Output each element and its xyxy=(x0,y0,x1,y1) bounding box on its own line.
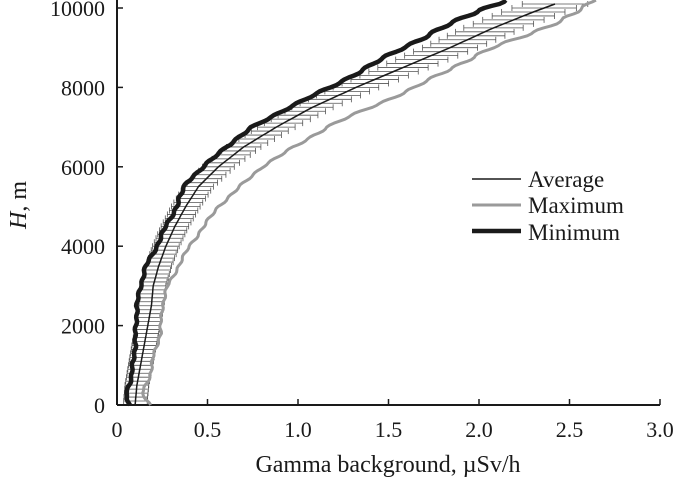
series-line-minimum xyxy=(124,0,508,407)
y-tick-label: 4000 xyxy=(61,234,105,259)
y-axis-title-variable: H xyxy=(6,210,32,230)
x-tick-label: 2.5 xyxy=(556,417,584,442)
x-axis-title: Gamma background, µSv/h xyxy=(255,452,520,478)
series-line-maximum xyxy=(141,0,597,406)
x-axis-ticks: 0 0.5 1.0 1.5 2.0 2.5 3.0 xyxy=(112,399,674,442)
legend-label-minimum: Minimum xyxy=(528,220,620,245)
y-tick-label: 0 xyxy=(94,393,105,418)
x-tick-label: 1.0 xyxy=(284,417,312,442)
x-tick-label: 0.5 xyxy=(194,417,222,442)
y-tick-label: 8000 xyxy=(61,75,105,100)
y-tick-label: 6000 xyxy=(61,155,105,180)
series-line-average xyxy=(134,3,556,406)
x-tick-label: 3.0 xyxy=(646,417,674,442)
y-axis-title-unit: , m xyxy=(6,181,32,212)
x-tick-label: 0 xyxy=(112,417,123,442)
x-tick-label: 1.5 xyxy=(375,417,403,442)
legend-label-maximum: Maximum xyxy=(528,193,624,218)
y-tick-label: 2000 xyxy=(61,314,105,339)
legend: Average Maximum Minimum xyxy=(472,167,624,245)
series-lines xyxy=(124,0,597,407)
x-tick-label: 2.0 xyxy=(465,417,493,442)
y-axis-title: H, m xyxy=(6,181,32,230)
plot-area: 0 0.5 1.0 1.5 2.0 2.5 3.0 0 2000 4000 6000 8000 100… xyxy=(50,0,674,442)
legend-label-average: Average xyxy=(528,167,604,192)
y-tick-label: 10000 xyxy=(50,0,105,21)
error-bar xyxy=(521,1,589,8)
y-axis-ticks: 0 2000 4000 6000 8000 10000 xyxy=(50,0,123,418)
error-bars xyxy=(123,1,589,405)
